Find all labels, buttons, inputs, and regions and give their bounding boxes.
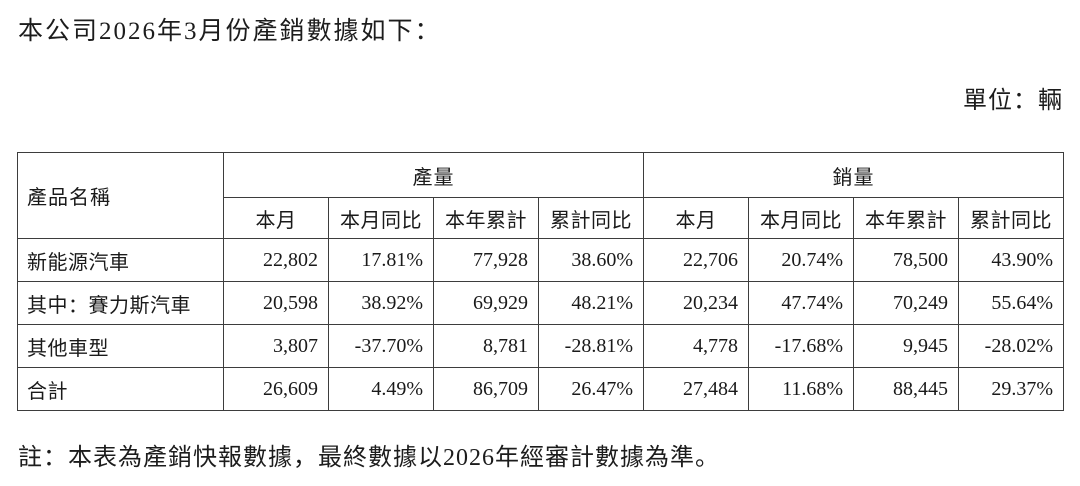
table-cell: 29.37%	[958, 367, 1064, 411]
table-row-total: 合計 26,609 4.49% 86,709 26.47% 27,484 11.…	[17, 367, 1064, 411]
column-header-production: 產量	[223, 152, 644, 198]
production-sales-table: 產品名稱 產量 銷量 本月 本月同比 本年累計 累計同比 本月 本月同比 本年累…	[17, 152, 1064, 411]
table-cell: -28.02%	[958, 324, 1064, 368]
table-cell: 48.21%	[538, 281, 644, 325]
table-header-sub-row: 本月 本月同比 本年累計 累計同比 本月 本月同比 本年累計 累計同比	[18, 197, 1064, 239]
table-cell: -28.81%	[538, 324, 644, 368]
column-header-sales-month-yoy: 本月同比	[748, 197, 854, 239]
unit-label: 單位：輛	[963, 88, 1063, 114]
table-cell: 20,598	[223, 281, 329, 325]
column-header-prod-month: 本月	[223, 197, 329, 239]
table-cell: 22,706	[643, 238, 749, 282]
table-cell: 55.64%	[958, 281, 1064, 325]
column-header-prod-month-yoy: 本月同比	[328, 197, 434, 239]
table-cell: 86,709	[433, 367, 539, 411]
table-row-nev: 新能源汽車 22,802 17.81% 77,928 38.60% 22,706…	[17, 238, 1064, 282]
table-header-group-row: 產品名稱 產量 銷量	[17, 152, 1064, 239]
column-header-product-name: 產品名稱	[17, 152, 224, 239]
table-cell: 11.68%	[748, 367, 854, 411]
table-cell: -37.70%	[328, 324, 434, 368]
table-cell: 27,484	[643, 367, 749, 411]
table-cell: 22,802	[223, 238, 329, 282]
page-title: 本公司2026年3月份產銷數據如下：	[18, 18, 442, 45]
table-cell: 4,778	[643, 324, 749, 368]
table-cell: 70,249	[853, 281, 959, 325]
table-cell: 78,500	[853, 238, 959, 282]
table-cell: 38.60%	[538, 238, 644, 282]
table-cell: 20,234	[643, 281, 749, 325]
table-cell: -17.68%	[748, 324, 854, 368]
row-label: 其中：賽力斯汽車	[17, 281, 224, 325]
table-cell: 43.90%	[958, 238, 1064, 282]
table-cell: 69,929	[433, 281, 539, 325]
row-label: 合計	[17, 367, 224, 411]
table-cell: 47.74%	[748, 281, 854, 325]
table-cell: 4.49%	[328, 367, 434, 411]
row-label: 其他車型	[17, 324, 224, 368]
table-cell: 8,781	[433, 324, 539, 368]
table-cell: 77,928	[433, 238, 539, 282]
column-header-prod-ytd-yoy: 累計同比	[538, 197, 644, 239]
table-row-other-models: 其他車型 3,807 -37.70% 8,781 -28.81% 4,778 -…	[17, 324, 1064, 368]
table-cell: 38.92%	[328, 281, 434, 325]
column-header-sales-ytd: 本年累計	[853, 197, 959, 239]
row-label: 新能源汽車	[17, 238, 224, 282]
table-cell: 9,945	[853, 324, 959, 368]
table-cell: 26.47%	[538, 367, 644, 411]
column-header-sales: 銷量	[643, 152, 1064, 198]
table-cell: 26,609	[223, 367, 329, 411]
table-cell: 20.74%	[748, 238, 854, 282]
table-cell: 3,807	[223, 324, 329, 368]
table-row-seres: 其中：賽力斯汽車 20,598 38.92% 69,929 48.21% 20,…	[17, 281, 1064, 325]
footnote: 註：本表為產銷快報數據，最終數據以2026年經審計數據為準。	[18, 445, 720, 471]
column-header-sales-month: 本月	[643, 197, 749, 239]
table-cell: 88,445	[853, 367, 959, 411]
column-header-sales-ytd-yoy: 累計同比	[958, 197, 1064, 239]
table-cell: 17.81%	[328, 238, 434, 282]
column-header-prod-ytd: 本年累計	[433, 197, 539, 239]
